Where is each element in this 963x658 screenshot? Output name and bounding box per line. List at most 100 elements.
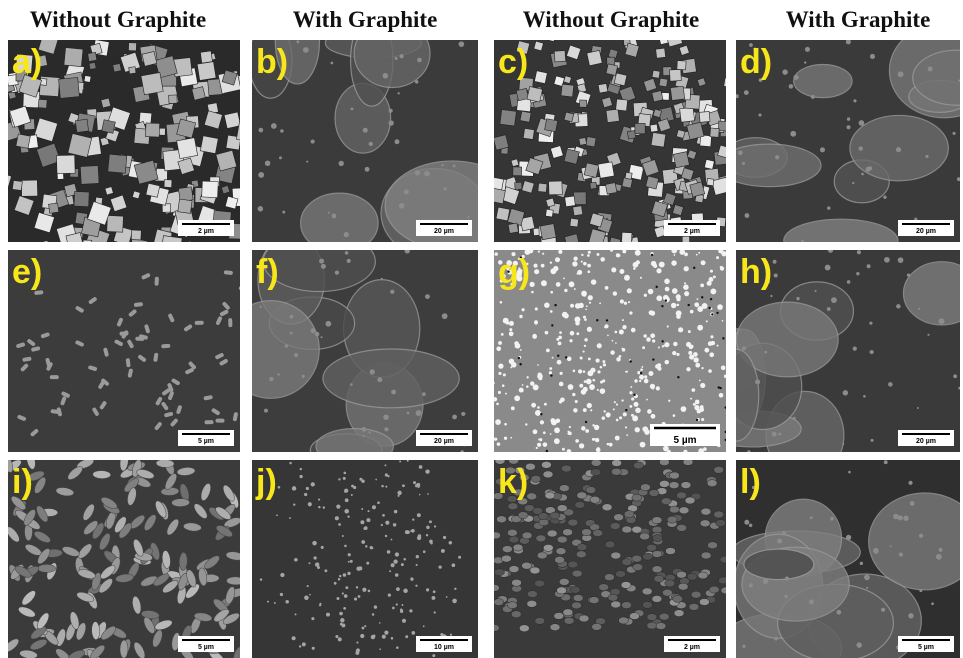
- speck: [425, 534, 429, 537]
- speck: [417, 485, 420, 489]
- leaf-crystal: [37, 548, 51, 565]
- grain: [707, 541, 718, 550]
- rod: [27, 339, 36, 347]
- grain: [506, 495, 518, 503]
- leaf-crystal: [76, 622, 87, 641]
- grain: [511, 579, 522, 587]
- leaf-crystal: [136, 469, 155, 479]
- sem-panel: [252, 40, 478, 242]
- speck: [935, 553, 942, 560]
- particle: [494, 397, 498, 402]
- particle: [706, 280, 712, 286]
- speck: [395, 603, 398, 606]
- crystal: [658, 77, 669, 88]
- particle: [622, 250, 627, 254]
- leaf-crystal: [62, 546, 80, 557]
- grain: [529, 566, 541, 575]
- speck: [264, 160, 271, 166]
- particle: [555, 282, 561, 287]
- speck: [312, 540, 317, 546]
- speck: [381, 484, 384, 488]
- particle: [616, 357, 621, 362]
- rod: [17, 414, 26, 421]
- grain: [715, 519, 726, 527]
- particle: [656, 268, 662, 274]
- crystal: [686, 149, 698, 160]
- grain: [659, 480, 670, 488]
- speck: [380, 523, 383, 527]
- particle: [631, 413, 634, 417]
- leaf-crystal: [161, 550, 171, 569]
- speck: [386, 550, 391, 554]
- leaf-crystal: [141, 610, 160, 620]
- grain: [673, 609, 685, 617]
- panel-label: b): [256, 43, 288, 81]
- speck: [856, 250, 861, 255]
- speck: [368, 431, 371, 434]
- speck: [827, 250, 834, 253]
- grain: [563, 617, 575, 625]
- particle: [511, 252, 516, 257]
- particle: [658, 261, 665, 268]
- rod: [103, 347, 109, 357]
- pore: [551, 324, 554, 327]
- particle: [537, 364, 539, 366]
- rod: [141, 273, 151, 280]
- particle: [683, 266, 689, 272]
- leaf-crystal: [171, 498, 190, 507]
- crystal: [141, 51, 158, 67]
- leaf-crystal: [100, 497, 118, 509]
- leaf-crystal: [216, 525, 233, 538]
- speck: [870, 438, 874, 442]
- speck: [310, 328, 316, 334]
- rod: [135, 336, 145, 341]
- crystal: [499, 109, 517, 127]
- crystal: [221, 69, 238, 86]
- grain: [611, 468, 622, 476]
- speck: [753, 47, 757, 51]
- speck: [390, 563, 395, 568]
- particle: [603, 410, 606, 413]
- crystal: [706, 178, 715, 187]
- crystal: [48, 202, 60, 214]
- particle: [698, 379, 701, 382]
- scale-bar-text: 20 µm: [916, 228, 936, 235]
- speck: [361, 540, 366, 544]
- grain: [526, 600, 538, 608]
- particle: [583, 344, 587, 348]
- speck: [384, 630, 389, 635]
- grain: [652, 534, 663, 542]
- crystal: [652, 108, 663, 119]
- particle: [615, 418, 619, 422]
- pore: [650, 253, 654, 257]
- speck: [897, 257, 904, 263]
- crystal: [101, 119, 116, 134]
- rod: [46, 362, 53, 371]
- pore: [564, 356, 568, 359]
- crystal: [33, 117, 58, 143]
- grain: [591, 623, 602, 631]
- crystal: [109, 194, 128, 213]
- sem-panel: [736, 460, 960, 658]
- particle: [684, 252, 688, 257]
- speck: [755, 379, 761, 385]
- speck: [346, 258, 351, 263]
- grain: [609, 522, 621, 530]
- rod: [75, 306, 84, 313]
- particle: [506, 260, 512, 266]
- particle: [602, 379, 606, 383]
- pore: [693, 266, 696, 270]
- speck: [742, 644, 746, 648]
- speck: [819, 147, 826, 153]
- leaf-crystal: [223, 517, 240, 528]
- pore: [664, 299, 667, 302]
- particle: [567, 384, 574, 390]
- speck: [318, 604, 322, 607]
- crystal: [132, 190, 141, 200]
- speck: [426, 525, 430, 530]
- grain: [555, 547, 567, 555]
- speck: [826, 307, 831, 311]
- speck: [257, 64, 264, 70]
- grain: [571, 569, 583, 578]
- speck: [362, 587, 367, 592]
